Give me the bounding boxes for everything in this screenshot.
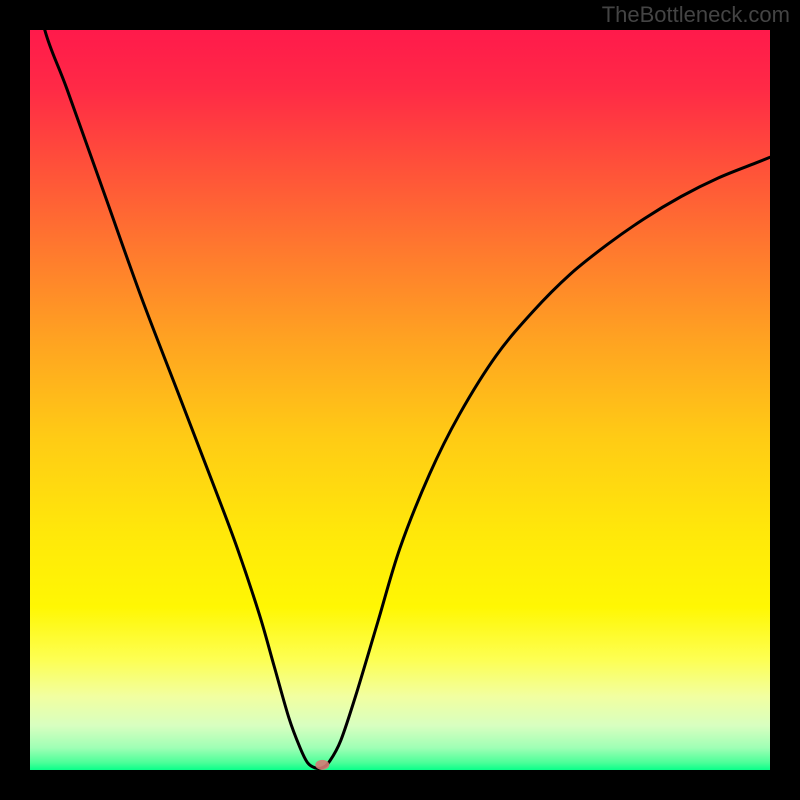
watermark-text: TheBottleneck.com	[602, 2, 790, 28]
plot-background-gradient	[30, 30, 770, 770]
minimum-marker	[315, 760, 329, 770]
bottleneck-chart	[0, 0, 800, 800]
chart-container: TheBottleneck.com	[0, 0, 800, 800]
